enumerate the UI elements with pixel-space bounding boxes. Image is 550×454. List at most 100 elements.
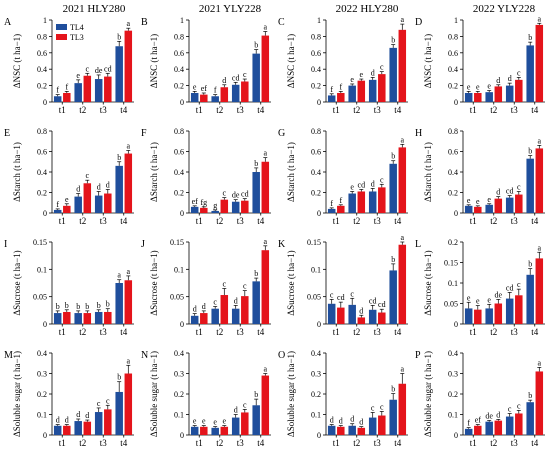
bar-m-tl4-t4: [115, 391, 123, 435]
y-tick-label-l: 0.15: [444, 259, 458, 268]
y-axis-label-a: ΔNSC (t ha−1): [12, 34, 22, 88]
bar-h-tl4-t3: [505, 197, 514, 213]
x-tick-label-l: t4: [531, 327, 539, 337]
sig-letter-e: d: [97, 182, 101, 191]
bar-l-tl4-t2: [485, 308, 493, 324]
bar-c-tl4-t4: [389, 47, 397, 102]
y-tick-label-c: 0.8: [311, 32, 321, 41]
y-tick-label-a: 0.4: [37, 65, 47, 74]
sig-letter-d: d: [496, 76, 500, 85]
y-tick-label-i: 0: [43, 320, 47, 329]
x-tick-label-d: t3: [511, 105, 519, 115]
y-tick-label-p: 0.4: [448, 349, 458, 358]
panel-letter-d: D: [415, 17, 422, 28]
sig-letter-b: ef: [201, 84, 208, 93]
sig-letter-c: b: [391, 36, 395, 45]
sig-letter-n: e: [202, 417, 206, 426]
sig-letter-c: f: [339, 82, 342, 91]
bar-n-tl4-t1: [190, 426, 199, 435]
bar-k-tl3-t3: [378, 312, 386, 324]
x-tick-label-f: t4: [257, 216, 265, 226]
bar-p-tl4-t2: [485, 421, 493, 435]
panel-letter-a: A: [4, 17, 12, 28]
sig-letter-c: e: [350, 75, 354, 84]
bar-d-tl3-t2: [494, 86, 503, 102]
sig-letter-b: f: [214, 86, 217, 95]
x-tick-label-a: t4: [120, 105, 128, 115]
y-tick-label-j: 0.1: [174, 265, 184, 274]
sig-letter-l: e: [487, 295, 491, 304]
sig-letter-n: a: [264, 365, 268, 374]
x-tick-label-c: t1: [333, 105, 340, 115]
bar-o-tl3-t2: [357, 427, 366, 435]
x-tick-label-k: t2: [353, 327, 360, 337]
bar-a-tl3-t2: [83, 75, 92, 102]
x-tick-label-m: t2: [79, 438, 86, 448]
y-tick-label-k: 0: [317, 320, 321, 329]
bar-e-tl3-t4: [124, 153, 133, 213]
panel-letter-k: K: [278, 239, 286, 250]
sig-letter-j: d: [234, 296, 238, 305]
sig-letter-n: c: [243, 400, 247, 409]
bar-o-tl3-t4: [398, 383, 407, 435]
sig-letter-f: de: [232, 191, 240, 200]
sig-letter-l: b: [528, 260, 532, 269]
sig-letter-k: cd: [337, 293, 345, 302]
sig-letter-f: a: [264, 149, 268, 158]
bar-n-tl3-t4: [261, 375, 270, 435]
sig-letter-o: c: [380, 402, 384, 411]
y-tick-label-j: 0.05: [170, 293, 184, 302]
y-tick-label-o: 0.3: [311, 370, 321, 379]
sig-letter-f: c: [223, 189, 227, 198]
y-tick-label-h: 0.8: [448, 127, 458, 136]
sig-letter-c: d: [371, 68, 375, 77]
y-tick-label-i: 0.15: [33, 238, 47, 247]
bar-m-tl4-t3: [94, 412, 103, 435]
sig-letter-e: e: [65, 195, 69, 204]
y-tick-label-p: 0: [454, 431, 458, 440]
y-tick-label-c: 0: [317, 98, 321, 107]
bar-c-tl3-t1: [337, 92, 345, 102]
bar-k-tl4-t4: [389, 270, 397, 324]
y-tick-label-l: 0.2: [448, 238, 458, 247]
x-tick-label-c: t4: [394, 105, 402, 115]
x-tick-label-l: t1: [470, 327, 477, 337]
y-tick-label-i: 0.05: [33, 293, 47, 302]
bar-d-tl4-t2: [485, 92, 493, 102]
bar-e-tl3-t1: [63, 205, 71, 213]
y-tick-label-m: 0.3: [37, 370, 47, 379]
sig-letter-g: cd: [358, 180, 366, 189]
bar-g-tl3-t3: [378, 187, 386, 213]
y-axis-label-h: ΔStarch (t ha−1): [423, 142, 433, 202]
bar-c-tl3-t2: [357, 80, 366, 102]
sig-letter-k: b: [391, 255, 395, 264]
bar-l-tl3-t4: [535, 258, 544, 324]
sig-letter-p: c: [517, 401, 521, 410]
x-tick-label-j: t3: [237, 327, 245, 337]
y-tick-label-a: 0: [43, 98, 47, 107]
sig-letter-o: a: [401, 365, 405, 374]
sig-letter-i: b: [56, 302, 60, 311]
sig-letter-m: c: [106, 396, 110, 405]
sig-letter-a: e: [76, 71, 80, 80]
sig-letter-a: f: [56, 86, 59, 95]
bar-a-tl4-t2: [74, 83, 82, 102]
sig-letter-h: e: [476, 197, 480, 206]
sig-letter-a: a: [127, 19, 131, 28]
sig-letter-h: d: [496, 188, 500, 197]
bar-h-tl4-t4: [526, 158, 534, 213]
sig-letter-b: cd: [232, 73, 240, 82]
y-tick-label-h: 0.2: [448, 189, 458, 198]
y-tick-label-f: 0.4: [174, 168, 184, 177]
bar-o-tl4-t2: [348, 425, 356, 435]
legend-swatch-tl4: [56, 24, 67, 30]
bar-f-tl4-t2: [211, 210, 219, 213]
x-tick-label-m: t3: [100, 438, 108, 448]
y-axis-label-o: ΔSoluble sugar (t ha−1): [286, 351, 296, 437]
sig-letter-e: d: [76, 185, 80, 194]
bar-e-tl3-t3: [104, 193, 112, 213]
bar-a-tl4-t1: [53, 96, 62, 102]
x-tick-label-m: t4: [120, 438, 128, 448]
x-tick-label-d: t1: [470, 105, 477, 115]
